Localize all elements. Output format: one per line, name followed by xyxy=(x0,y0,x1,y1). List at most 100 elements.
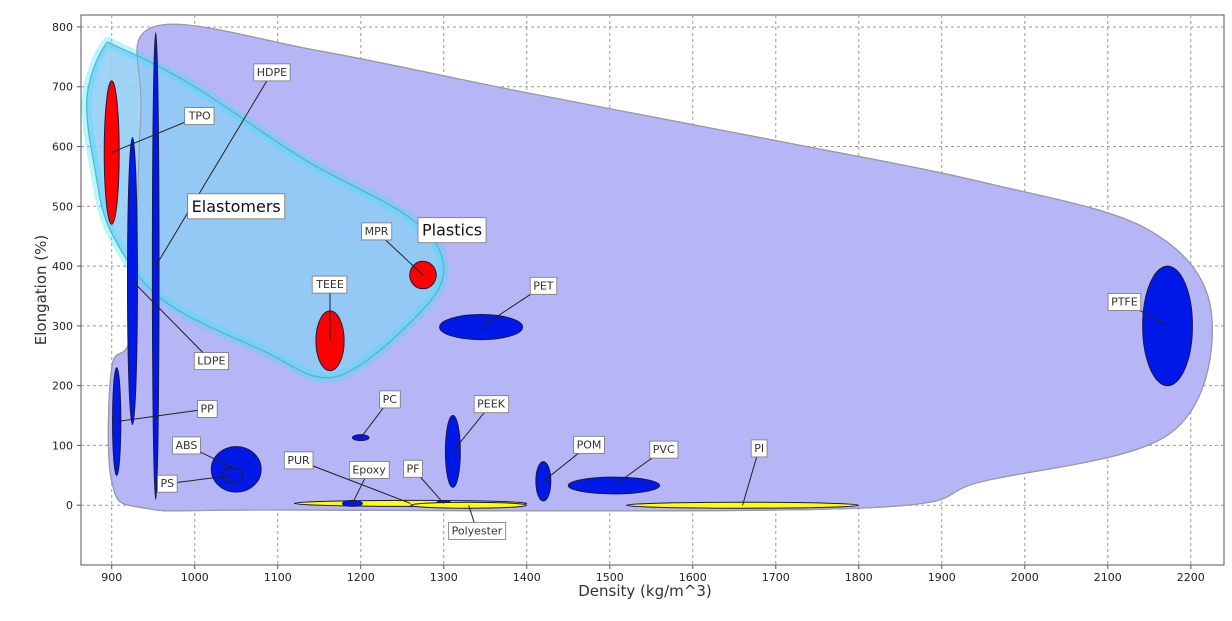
y-axis-ticks: 0 100 200 300 400 500 600 700 800 xyxy=(52,21,81,512)
label-abs-text: ABS xyxy=(175,439,197,452)
leader-pp xyxy=(116,408,208,423)
x-tick-label-900: 900 xyxy=(101,571,122,584)
family-label-plastics-text: Plastics xyxy=(422,221,482,240)
label-pvc: PVC xyxy=(649,440,679,459)
bubble-hdpe xyxy=(151,32,160,500)
label-polyester: Polyester xyxy=(448,522,507,540)
label-hdpe-box xyxy=(253,63,291,82)
label-peek-box xyxy=(473,395,510,414)
leader-pur xyxy=(298,459,411,504)
label-pom-text: POM xyxy=(577,438,602,451)
label-hdpe-text: HDPE xyxy=(257,66,287,79)
bubble-ldpe xyxy=(126,137,138,426)
leader-pi xyxy=(742,448,760,506)
label-epoxy-text: Epoxy xyxy=(352,463,386,476)
y-tick-label-300: 300 xyxy=(52,320,73,333)
x-tick-label-2100: 2100 xyxy=(1094,571,1122,584)
label-peek: PEEK xyxy=(473,395,510,414)
family-label-elastomers: Elastomers xyxy=(187,193,286,220)
x-tick-label-2000: 2000 xyxy=(1011,571,1039,584)
label-ldpe-box xyxy=(193,352,229,371)
label-pom-box xyxy=(573,435,605,454)
label-pur-text: PUR xyxy=(287,454,310,467)
elastomers-rim xyxy=(81,37,449,383)
x-axis-title: Density (kg/m^3) xyxy=(578,582,711,600)
label-pp-box xyxy=(197,400,218,418)
label-ps-text: PS xyxy=(161,477,175,490)
x-tick-label-1000: 1000 xyxy=(181,571,209,584)
label-ptfe-text: PTFE xyxy=(1111,295,1138,308)
label-mpr-text: MPR xyxy=(365,225,389,238)
label-pi: PI xyxy=(750,439,768,458)
x-tick-label-1100: 1100 xyxy=(264,571,292,584)
label-ps: PS xyxy=(157,474,178,493)
label-pur-box xyxy=(283,451,314,470)
label-pc: PC xyxy=(379,390,401,409)
y-tick-label-800: 800 xyxy=(52,21,73,34)
label-pf-text: PF xyxy=(407,462,420,475)
label-epoxy-box xyxy=(348,461,390,479)
label-pf-box xyxy=(403,459,423,478)
label-pc-box xyxy=(379,390,401,409)
label-peek-text: PEEK xyxy=(477,398,506,411)
leader-ldpe xyxy=(132,280,212,362)
label-teee: TEEE xyxy=(311,275,348,294)
family-label-elastomers-box xyxy=(187,193,286,220)
label-hdpe: HDPE xyxy=(253,63,291,82)
x-tick-label-1200: 1200 xyxy=(347,571,375,584)
label-mpr: MPR xyxy=(361,222,393,241)
family-label-plastics-box xyxy=(417,217,487,244)
material-labels: PTFE HDPE LDPE PP ABS PS PC PEEK POM PVC PET MPR TEE… xyxy=(157,63,1142,540)
label-teee-text: TEEE xyxy=(315,278,344,291)
label-ldpe: LDPE xyxy=(193,352,229,371)
label-pet-text: PET xyxy=(533,279,554,292)
x-tick-label-1400: 1400 xyxy=(513,571,541,584)
label-polyester-box xyxy=(448,522,507,540)
x-tick-label-2200: 2200 xyxy=(1177,571,1205,584)
family-label-plastics: Plastics xyxy=(417,217,487,244)
leader-hdpe xyxy=(155,72,273,267)
label-pet: PET xyxy=(529,276,558,295)
x-tick-label-1800: 1800 xyxy=(845,571,873,584)
label-mpr-box xyxy=(361,222,393,241)
label-ps-box xyxy=(157,474,178,493)
label-pet-box xyxy=(529,276,558,295)
y-tick-label-200: 200 xyxy=(52,380,73,393)
label-abs: ABS xyxy=(172,436,201,455)
y-axis-title: Elongation (%) xyxy=(32,235,50,346)
y-tick-label-400: 400 xyxy=(52,260,73,273)
label-pc-text: PC xyxy=(383,393,398,406)
y-tick-label-700: 700 xyxy=(52,81,73,94)
label-tpo-box xyxy=(184,107,215,125)
plastics-outline xyxy=(107,23,1213,512)
y-tick-label-500: 500 xyxy=(52,200,73,213)
label-epoxy: Epoxy xyxy=(348,461,390,479)
label-abs-box xyxy=(172,436,201,455)
x-tick-label-1500: 1500 xyxy=(596,571,624,584)
label-ldpe-text: LDPE xyxy=(197,355,225,368)
label-pvc-box xyxy=(649,440,679,459)
y-tick-label-0: 0 xyxy=(66,499,73,512)
x-axis-ticks: 900 1000 1100 1200 1300 1400 1500 1600 1700 1800 1… xyxy=(101,565,1205,584)
x-tick-label-1900: 1900 xyxy=(928,571,956,584)
label-tpo: TPO xyxy=(184,107,215,125)
y-tick-label-600: 600 xyxy=(52,141,73,154)
label-ptfe: PTFE xyxy=(1107,293,1142,311)
label-pi-text: PI xyxy=(754,442,764,455)
label-pur: PUR xyxy=(283,451,314,470)
label-pp: PP xyxy=(197,400,218,418)
x-tick-label-1600: 1600 xyxy=(679,571,707,584)
label-pp-text: PP xyxy=(201,402,215,415)
label-pi-box xyxy=(750,439,768,458)
label-ptfe-box xyxy=(1107,293,1142,311)
label-pvc-text: PVC xyxy=(653,443,675,456)
label-pf: PF xyxy=(403,459,423,478)
x-tick-label-1700: 1700 xyxy=(762,571,790,584)
label-tpo-text: TPO xyxy=(188,110,211,123)
leader-ps xyxy=(167,474,233,485)
label-pom: POM xyxy=(573,435,605,454)
label-teee-box xyxy=(311,275,348,294)
label-polyester-text: Polyester xyxy=(452,524,503,537)
family-label-elastomers-text: Elastomers xyxy=(192,197,281,216)
